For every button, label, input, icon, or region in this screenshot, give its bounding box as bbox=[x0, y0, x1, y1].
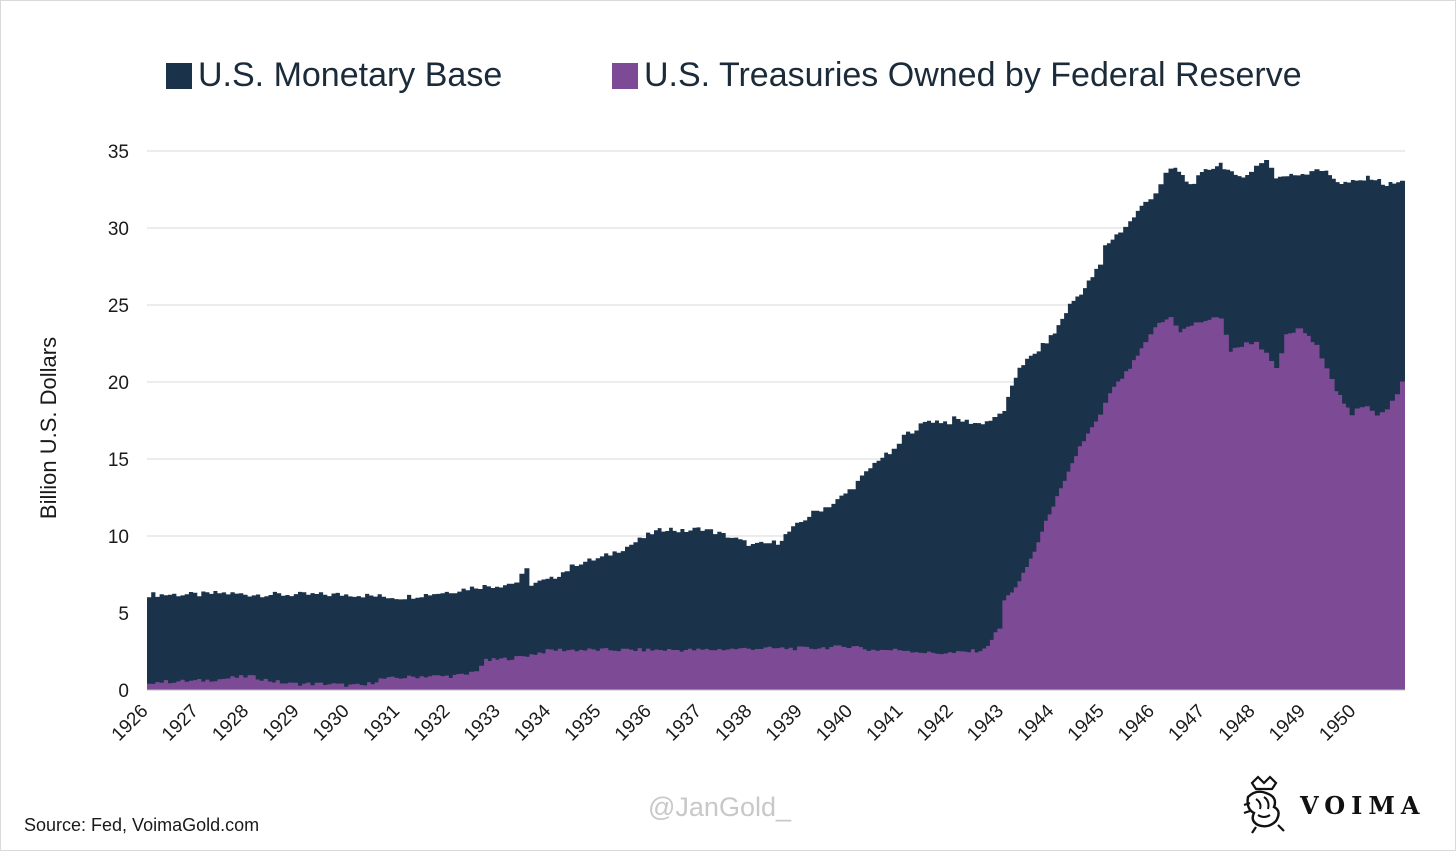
x-tick-label: 1945 bbox=[1064, 701, 1109, 746]
x-tick-label: 1927 bbox=[158, 701, 203, 746]
x-tick-label: 1939 bbox=[762, 701, 807, 746]
watermark: @JanGold_ bbox=[648, 792, 791, 822]
y-tick-label: 30 bbox=[108, 219, 129, 240]
x-tick-label: 1932 bbox=[410, 701, 455, 746]
y-tick-label: 5 bbox=[118, 604, 129, 625]
y-tick-label: 20 bbox=[108, 373, 129, 394]
y-axis-ticks: 0 5 10 15 20 25 30 35 bbox=[108, 142, 129, 702]
source-note: Source: Fed, VoimaGold.com bbox=[24, 815, 260, 835]
y-tick-label: 0 bbox=[118, 681, 129, 702]
x-tick-label: 1949 bbox=[1265, 701, 1310, 746]
x-tick-label: 1948 bbox=[1215, 701, 1260, 746]
brand-mark: VOIMA bbox=[1238, 772, 1428, 838]
x-tick-label: 1936 bbox=[611, 701, 656, 746]
x-tick-label: 1934 bbox=[510, 700, 555, 745]
x-tick-label: 1930 bbox=[309, 701, 354, 746]
x-tick-label: 1933 bbox=[460, 701, 505, 746]
legend-item-treasuries: U.S. Treasuries Owned by Federal Reserve bbox=[612, 56, 1302, 95]
x-tick-label: 1942 bbox=[913, 701, 958, 746]
x-tick-label: 1947 bbox=[1165, 701, 1210, 746]
y-tick-label: 35 bbox=[108, 142, 129, 163]
series-areas bbox=[147, 160, 1405, 690]
x-tick-label: 1937 bbox=[661, 701, 706, 746]
lion-crest-icon bbox=[1243, 775, 1285, 834]
x-tick-label: 1950 bbox=[1315, 701, 1360, 746]
legend-swatch-monetary-base bbox=[166, 62, 192, 89]
y-axis-label: Billion U.S. Dollars bbox=[36, 337, 61, 519]
x-tick-label: 1944 bbox=[1014, 700, 1059, 745]
legend-swatch-treasuries bbox=[612, 62, 638, 89]
x-tick-label: 1928 bbox=[208, 701, 253, 746]
brand-name: VOIMA bbox=[1300, 790, 1426, 820]
x-tick-label: 1929 bbox=[259, 701, 304, 746]
x-axis-ticks: 1926 1927 1928 1929 1930 1931 1932 1933 1934 1935… bbox=[108, 700, 1360, 745]
x-tick-label: 1931 bbox=[359, 701, 404, 746]
legend-label-monetary-base: U.S. Monetary Base bbox=[198, 56, 503, 94]
x-tick-label: 1926 bbox=[108, 701, 153, 746]
x-tick-label: 1941 bbox=[863, 701, 908, 746]
area-series-treasuries bbox=[147, 317, 1405, 690]
x-tick-label: 1943 bbox=[963, 701, 1008, 746]
x-tick-label: 1940 bbox=[812, 701, 857, 746]
y-tick-label: 25 bbox=[108, 296, 129, 317]
x-tick-label: 1935 bbox=[561, 701, 606, 746]
x-tick-label: 1938 bbox=[712, 701, 757, 746]
legend-label-treasuries: U.S. Treasuries Owned by Federal Reserve bbox=[644, 56, 1302, 94]
legend-item-monetary-base: U.S. Monetary Base bbox=[166, 56, 502, 95]
y-tick-label: 10 bbox=[108, 527, 129, 548]
y-tick-label: 15 bbox=[108, 450, 129, 471]
x-tick-label: 1946 bbox=[1114, 701, 1159, 746]
chart-legend: U.S. Monetary Base U.S. Treasuries Owned… bbox=[0, 56, 1456, 102]
